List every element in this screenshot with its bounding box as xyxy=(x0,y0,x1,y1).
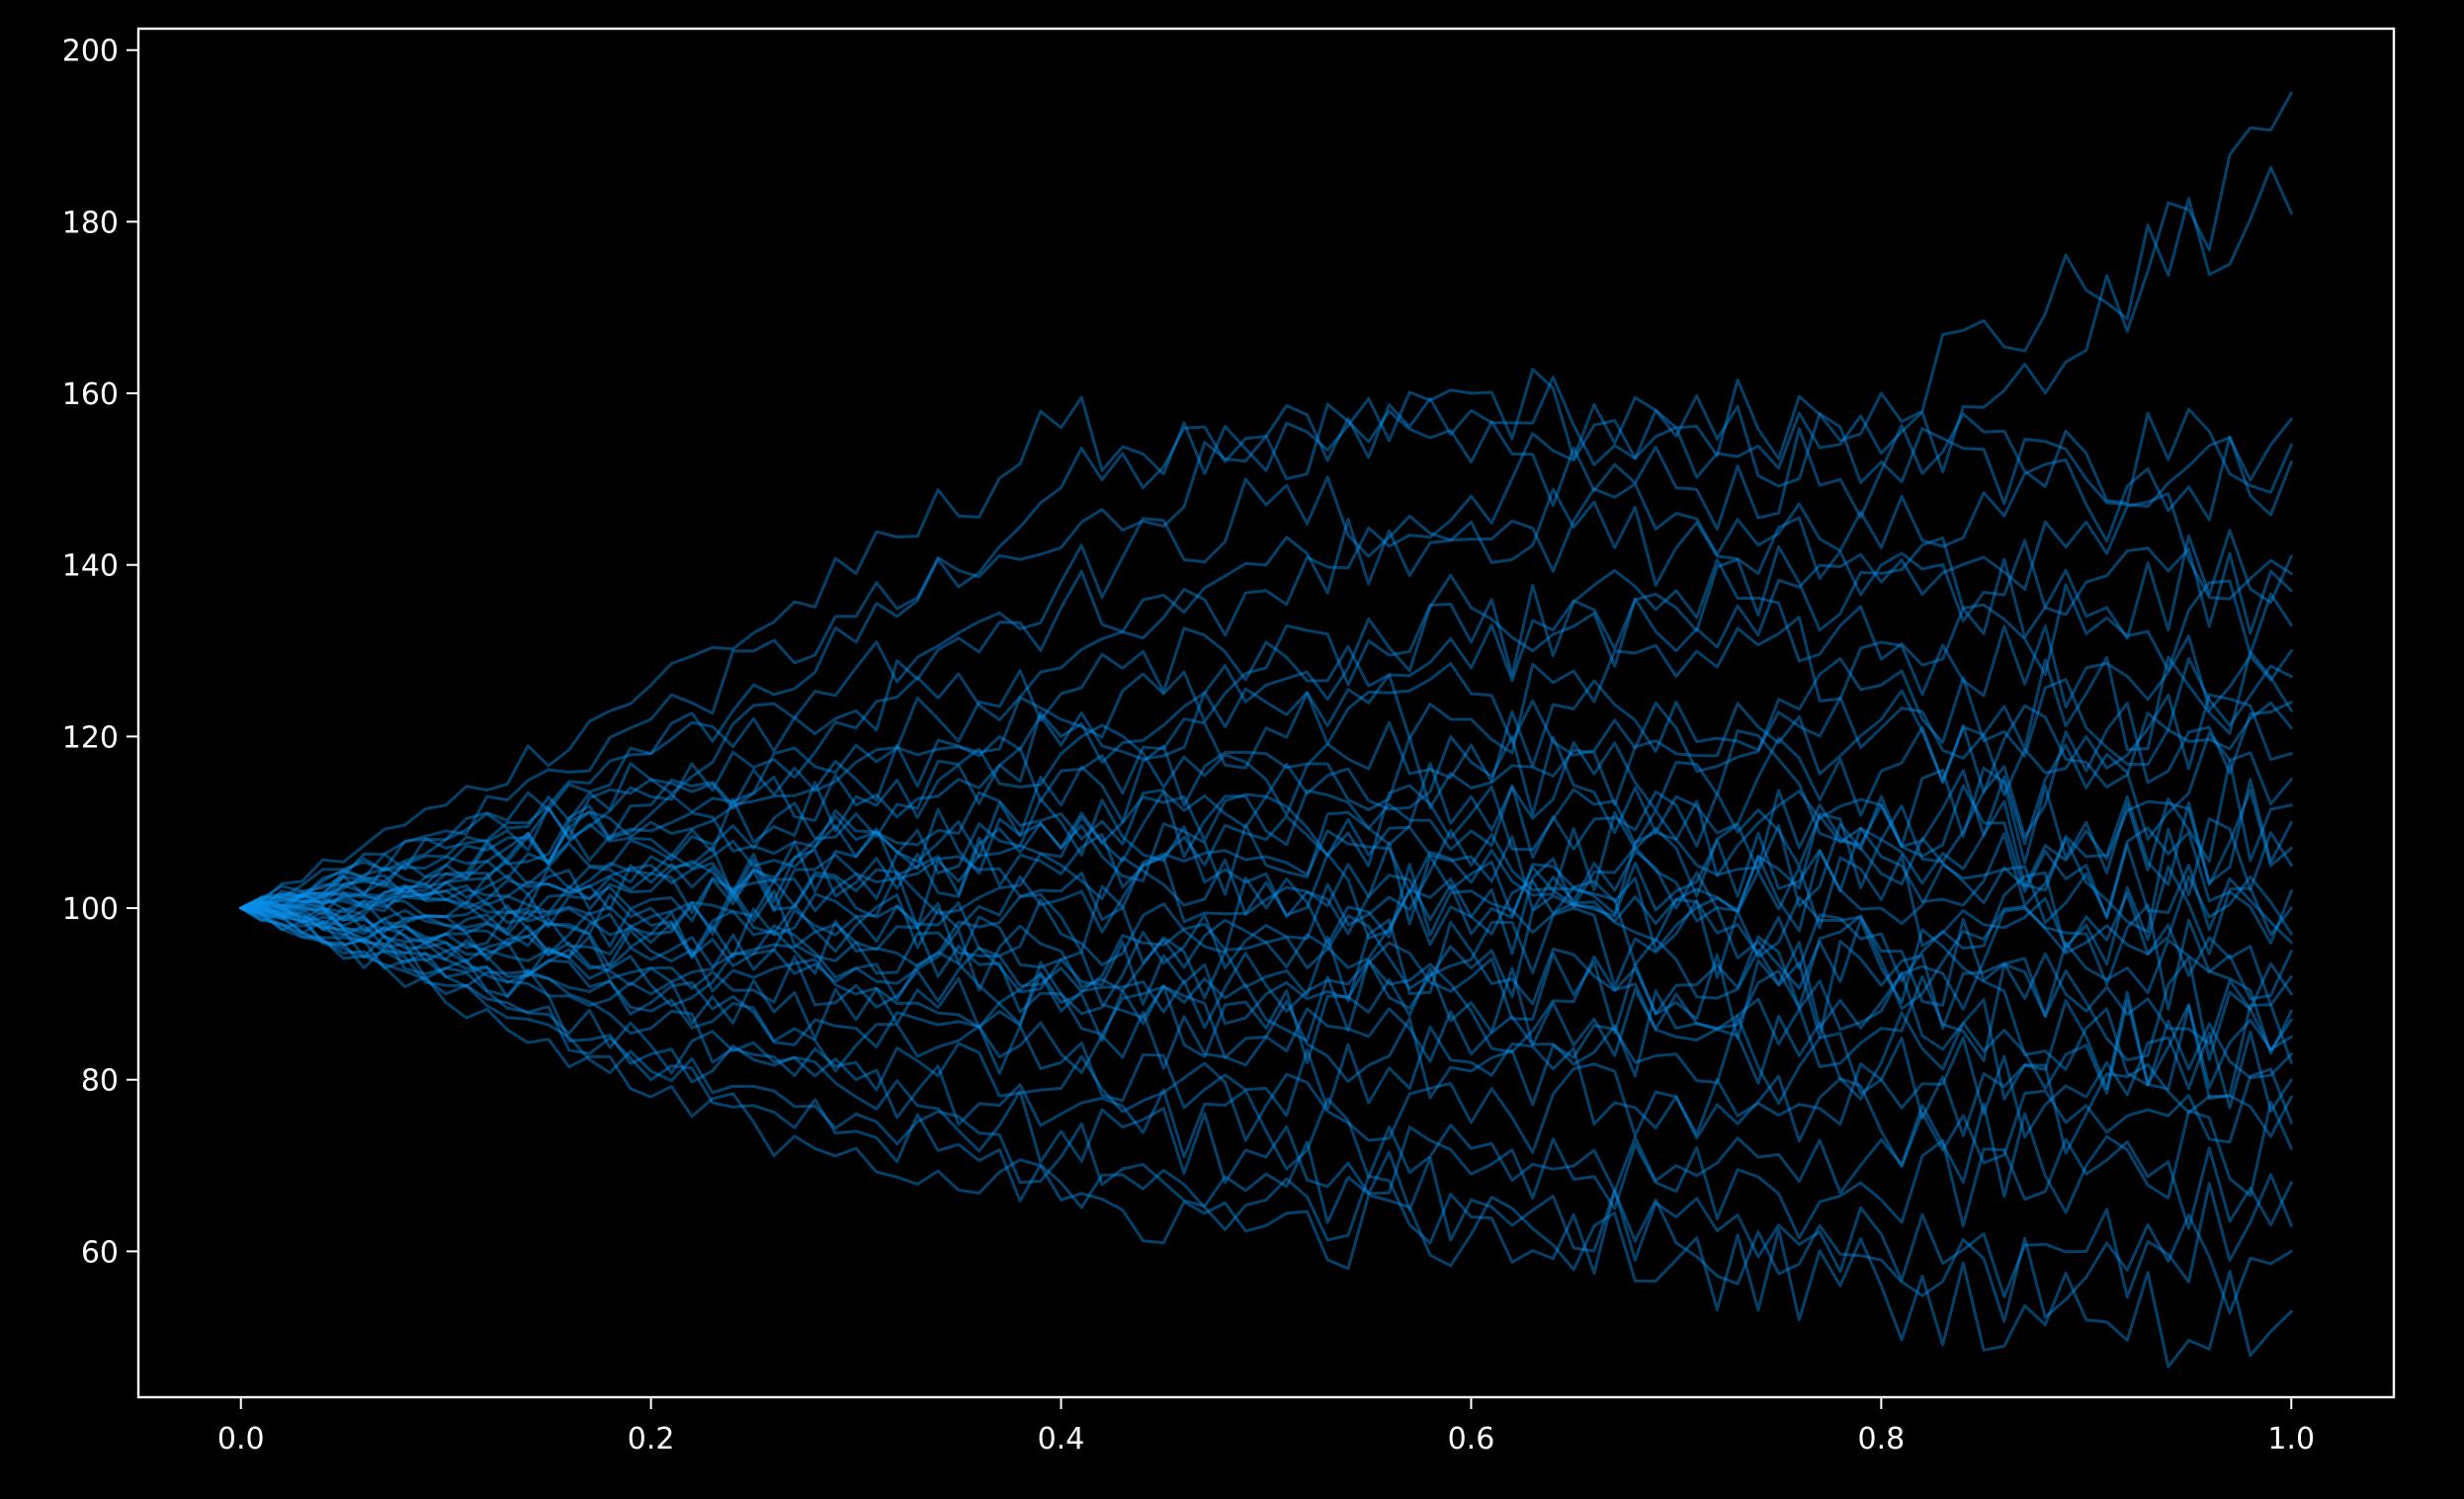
series-line-21 xyxy=(239,895,2293,1018)
series-line-19 xyxy=(239,853,2293,966)
series-line-2 xyxy=(239,165,2293,910)
y-tick-label: 180 xyxy=(62,206,119,240)
series-line-10 xyxy=(239,650,2293,910)
series-line-39 xyxy=(239,792,2293,1087)
x-tick-label: 1.0 xyxy=(2267,1422,2315,1457)
series-line-30 xyxy=(239,906,2293,1214)
y-tick-label: 140 xyxy=(62,549,119,584)
series-line-25 xyxy=(239,906,2293,1096)
series-line-29 xyxy=(239,904,2293,1169)
series-line-3 xyxy=(239,368,2293,910)
series-line-4 xyxy=(239,402,2293,910)
series-line-38 xyxy=(239,828,2293,1055)
series-line-28 xyxy=(239,906,2293,1155)
series-line-9 xyxy=(239,656,2293,910)
y-tick-label: 60 xyxy=(81,1235,119,1270)
series-line-35 xyxy=(239,529,2293,910)
series-line-27 xyxy=(239,906,2293,1139)
series-line-1 xyxy=(239,91,2293,910)
series-line-31 xyxy=(239,906,2293,1240)
x-tick-label: 0.2 xyxy=(628,1422,675,1457)
y-tick-label: 160 xyxy=(62,377,119,412)
series-line-32 xyxy=(239,906,2293,1299)
series-line-36 xyxy=(239,492,2293,910)
series-line-12 xyxy=(239,693,2293,916)
series-line-24 xyxy=(239,906,2293,1069)
y-tick-label: 120 xyxy=(62,720,119,755)
series-line-15 xyxy=(239,778,2293,914)
series-line-40 xyxy=(239,701,2293,1042)
series-line-16 xyxy=(239,789,2293,934)
series-line-33 xyxy=(239,906,2293,1323)
series-line-11 xyxy=(239,689,2293,910)
series-line-26 xyxy=(239,906,2293,1101)
x-tick-label: 0.0 xyxy=(217,1422,265,1457)
series-line-18 xyxy=(239,826,2293,956)
series-line-17 xyxy=(239,817,2293,934)
x-tick-label: 0.8 xyxy=(1858,1422,1906,1457)
y-tick-label: 200 xyxy=(62,35,119,69)
axes-frame xyxy=(136,27,2396,1399)
line-series-group xyxy=(239,91,2293,1369)
series-line-7 xyxy=(239,558,2293,910)
x-tick-label: 0.6 xyxy=(1448,1422,1495,1457)
series-line-6 xyxy=(239,487,2293,910)
series-line-34 xyxy=(239,906,2293,1369)
series-line-13 xyxy=(239,729,2293,911)
series-line-5 xyxy=(239,435,2293,910)
x-axis: 0.0 0.2 0.4 0.6 0.8 1.0 xyxy=(217,1397,2315,1457)
series-line-22 xyxy=(239,904,2293,1016)
y-tick-label: 100 xyxy=(62,892,119,927)
series-line-37 xyxy=(239,784,2293,945)
y-axis: 60 80 100 120 140 160 180 200 xyxy=(62,35,138,1270)
y-tick-label: 80 xyxy=(81,1064,119,1099)
series-line-23 xyxy=(239,903,2293,1045)
series-line-14 xyxy=(239,759,2293,926)
series-line-20 xyxy=(239,871,2293,983)
x-tick-label: 0.4 xyxy=(1038,1422,1085,1457)
series-line-8 xyxy=(239,616,2293,912)
